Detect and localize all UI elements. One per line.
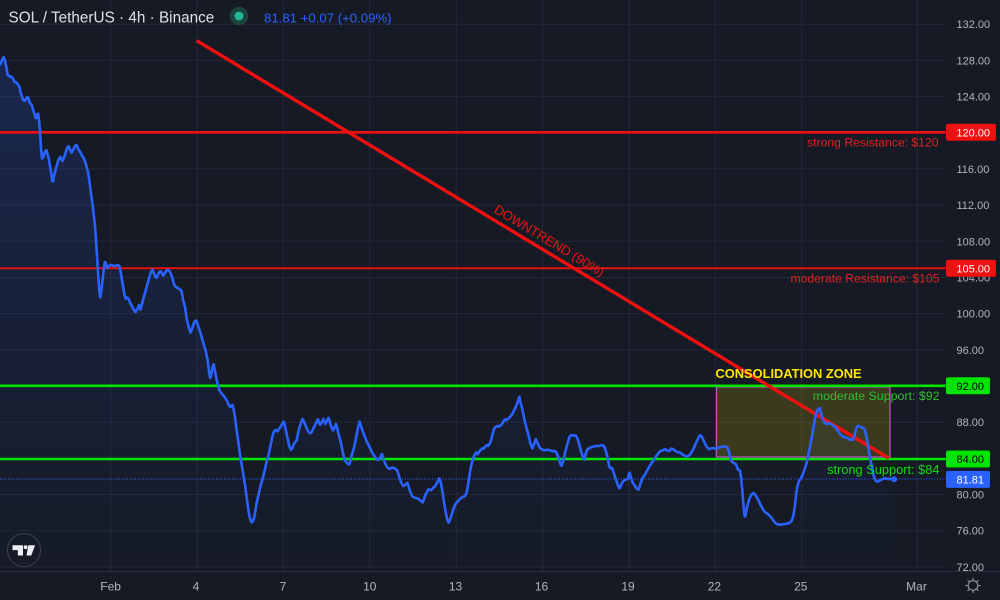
- svg-text:13: 13: [449, 580, 463, 594]
- svg-text:120.00: 120.00: [956, 127, 990, 139]
- svg-text:80.00: 80.00: [957, 490, 985, 502]
- svg-text:132.00: 132.00: [957, 19, 991, 31]
- svg-text:96.00: 96.00: [957, 345, 985, 357]
- svg-text:moderate Resistance: $105: moderate Resistance: $105: [790, 272, 939, 286]
- svg-text:7: 7: [280, 580, 287, 594]
- svg-text:4: 4: [193, 580, 200, 594]
- svg-text:moderate Support: $92: moderate Support: $92: [813, 389, 940, 403]
- svg-text:Feb: Feb: [100, 580, 121, 594]
- svg-text:Mar: Mar: [906, 580, 927, 594]
- svg-text:72.00: 72.00: [957, 562, 985, 574]
- svg-text:100.00: 100.00: [957, 309, 991, 321]
- svg-text:108.00: 108.00: [957, 236, 991, 248]
- svg-text:19: 19: [621, 580, 635, 594]
- svg-text:88.00: 88.00: [957, 417, 985, 429]
- svg-text:strong Support: $84: strong Support: $84: [827, 462, 939, 477]
- svg-text:116.00: 116.00: [957, 164, 990, 176]
- svg-text:84.00: 84.00: [956, 454, 984, 466]
- svg-text:22: 22: [708, 580, 722, 594]
- svg-text:81.81 +0.07 (+0.09%): 81.81 +0.07 (+0.09%): [264, 11, 392, 26]
- svg-text:112.00: 112.00: [957, 200, 990, 212]
- svg-text:76.00: 76.00: [957, 526, 985, 538]
- svg-text:124.00: 124.00: [957, 92, 991, 104]
- svg-text:25: 25: [794, 580, 808, 594]
- svg-text:81.81: 81.81: [956, 474, 984, 486]
- svg-text:strong Resistance: $120: strong Resistance: $120: [807, 136, 939, 150]
- svg-text:92.00: 92.00: [956, 381, 984, 393]
- svg-text:105.00: 105.00: [956, 263, 990, 275]
- svg-text:10: 10: [363, 580, 377, 594]
- svg-text:16: 16: [535, 580, 549, 594]
- svg-text:CONSOLIDATION ZONE: CONSOLIDATION ZONE: [716, 366, 862, 381]
- svg-text:128.00: 128.00: [957, 55, 991, 67]
- svg-text:SOL / TetherUS · 4h · Binance: SOL / TetherUS · 4h · Binance: [9, 10, 215, 27]
